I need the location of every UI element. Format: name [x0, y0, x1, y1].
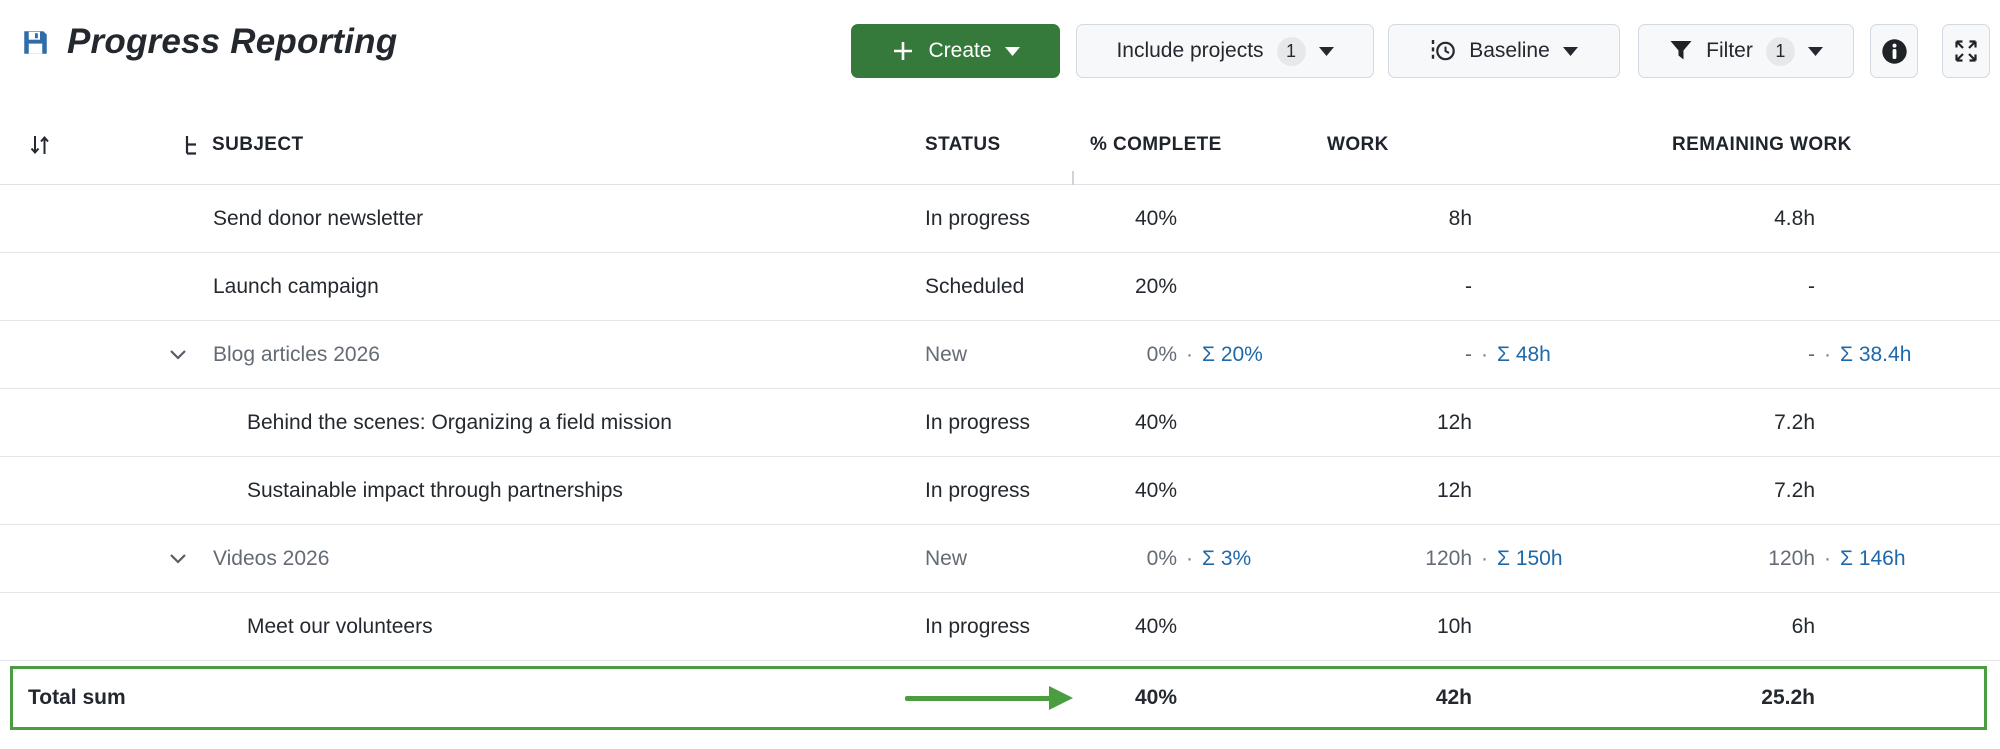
row-remaining-work-sum-link[interactable]: Σ 38.4h	[1840, 342, 1912, 366]
expand-fullscreen-icon	[1953, 38, 1979, 64]
row-work-sum-link[interactable]: Σ 48h	[1497, 342, 1551, 366]
row-remaining-work-sum-link[interactable]: Σ 146h	[1840, 546, 1906, 570]
row-pct-complete: 0%	[1146, 546, 1177, 570]
hierarchy-icon[interactable]	[184, 105, 200, 184]
baseline-icon	[1430, 38, 1456, 64]
row-pct-complete: 40%	[1134, 614, 1177, 638]
info-button[interactable]	[1870, 24, 1918, 78]
row-remaining-work: 6h	[1791, 614, 1815, 638]
row-status: Scheduled	[925, 274, 1025, 298]
row-work: 10h	[1436, 614, 1472, 638]
info-icon	[1881, 38, 1908, 65]
row-work: 8h	[1448, 206, 1472, 230]
total-sum-row-annotation-box: Total sum 40% 42h 25.2h	[10, 666, 1987, 730]
filter-button[interactable]: Filter 1	[1638, 24, 1854, 78]
table-row[interactable]: Send donor newsletter In progress 40% 8h…	[0, 185, 2000, 253]
row-pct-complete: 0%	[1146, 342, 1177, 366]
row-work: -	[1465, 342, 1472, 366]
row-status: In progress	[925, 478, 1031, 502]
row-remaining-work: -	[1808, 342, 1815, 366]
row-pct-complete-sum-link[interactable]: Σ 20%	[1202, 342, 1263, 366]
column-divider	[1072, 171, 1074, 185]
row-remaining-work: 120h	[1768, 546, 1815, 570]
row-subject[interactable]: Sustainable impact through partnerships	[247, 478, 623, 502]
row-remaining-work: 7.2h	[1774, 410, 1815, 434]
table-row[interactable]: Sustainable impact through partnerships …	[0, 457, 2000, 525]
plus-icon	[891, 39, 915, 63]
total-sum-label: Total sum	[28, 686, 126, 709]
filter-label: Filter	[1706, 39, 1753, 62]
table-row[interactable]: Meet our volunteers In progress 40% 10h …	[0, 593, 2000, 661]
row-pct-complete: 40%	[1134, 206, 1177, 230]
row-subject[interactable]: Blog articles 2026	[213, 342, 380, 366]
baseline-label: Baseline	[1469, 39, 1550, 62]
table-row[interactable]: Blog articles 2026 New 0% · Σ 20% - · Σ …	[0, 321, 2000, 389]
row-subject[interactable]: Launch campaign	[213, 274, 379, 298]
sum-separator: ·	[1824, 546, 1831, 570]
row-work: 12h	[1436, 478, 1472, 502]
row-remaining-work: -	[1808, 274, 1815, 298]
row-work: 120h	[1425, 546, 1472, 570]
total-pct-complete: 40%	[1134, 686, 1177, 709]
include-projects-button[interactable]: Include projects 1	[1076, 24, 1374, 78]
sort-icon[interactable]	[28, 105, 52, 184]
column-header-work[interactable]: WORK	[1327, 133, 1389, 155]
filter-count-badge: 1	[1765, 36, 1795, 66]
collapse-chevron-down-icon[interactable]	[169, 525, 187, 592]
row-work-sum-link[interactable]: Σ 150h	[1497, 546, 1563, 570]
collapse-chevron-down-icon[interactable]	[169, 321, 187, 388]
create-button-label: Create	[928, 39, 992, 62]
row-remaining-work: 4.8h	[1774, 206, 1815, 230]
table-row[interactable]: Videos 2026 New 0% · Σ 3% 120h · Σ 150h …	[0, 525, 2000, 593]
row-status: New	[925, 342, 968, 366]
row-status: In progress	[925, 410, 1031, 434]
total-work: 42h	[1435, 686, 1472, 709]
include-projects-count-badge: 1	[1276, 36, 1306, 66]
chevron-down-icon	[1004, 46, 1020, 56]
column-header-remaining-work[interactable]: REMAINING WORK	[1672, 133, 1852, 155]
sum-separator: ·	[1824, 342, 1831, 366]
chevron-down-icon	[1318, 46, 1334, 56]
row-remaining-work: 7.2h	[1774, 478, 1815, 502]
row-status: New	[925, 546, 968, 570]
row-pct-complete-sum-link[interactable]: Σ 3%	[1202, 546, 1252, 570]
create-button[interactable]: Create	[851, 24, 1060, 78]
annotation-arrow	[905, 696, 1051, 701]
row-subject[interactable]: Meet our volunteers	[247, 614, 433, 638]
include-projects-label: Include projects	[1116, 39, 1264, 62]
annotation-arrow-head	[1049, 686, 1073, 710]
sum-separator: ·	[1481, 546, 1488, 570]
sum-separator: ·	[1186, 342, 1193, 366]
row-pct-complete: 40%	[1134, 478, 1177, 502]
column-header-subject[interactable]: SUBJECT	[212, 133, 304, 155]
table-body: Send donor newsletter In progress 40% 8h…	[0, 185, 2000, 661]
table-row[interactable]: Behind the scenes: Organizing a field mi…	[0, 389, 2000, 457]
table-header: SUBJECT STATUS % COMPLETE WORK REMAINING…	[0, 105, 2000, 185]
row-pct-complete: 20%	[1134, 274, 1177, 298]
page-title: Progress Reporting	[67, 22, 398, 61]
filter-funnel-icon	[1669, 39, 1693, 63]
chevron-down-icon	[1807, 46, 1823, 56]
column-header-status[interactable]: STATUS	[925, 133, 1001, 155]
column-header-pct-complete[interactable]: % COMPLETE	[1090, 133, 1222, 155]
row-status: In progress	[925, 206, 1031, 230]
baseline-button[interactable]: Baseline	[1388, 24, 1620, 78]
total-remaining-work: 25.2h	[1761, 686, 1815, 709]
table-row[interactable]: Launch campaign Scheduled 20% - -	[0, 253, 2000, 321]
row-status: In progress	[925, 614, 1031, 638]
row-subject[interactable]: Behind the scenes: Organizing a field mi…	[247, 410, 672, 434]
sum-separator: ·	[1186, 546, 1193, 570]
fullscreen-button[interactable]	[1942, 24, 1990, 78]
row-subject[interactable]: Videos 2026	[213, 546, 330, 570]
chevron-down-icon	[1562, 46, 1578, 56]
row-work: -	[1465, 274, 1472, 298]
row-subject[interactable]: Send donor newsletter	[213, 206, 424, 230]
view-title-area: Progress Reporting	[22, 22, 397, 62]
save-view-icon[interactable]	[22, 29, 49, 56]
row-pct-complete: 40%	[1134, 410, 1177, 434]
row-work: 12h	[1436, 410, 1472, 434]
sum-separator: ·	[1481, 342, 1488, 366]
